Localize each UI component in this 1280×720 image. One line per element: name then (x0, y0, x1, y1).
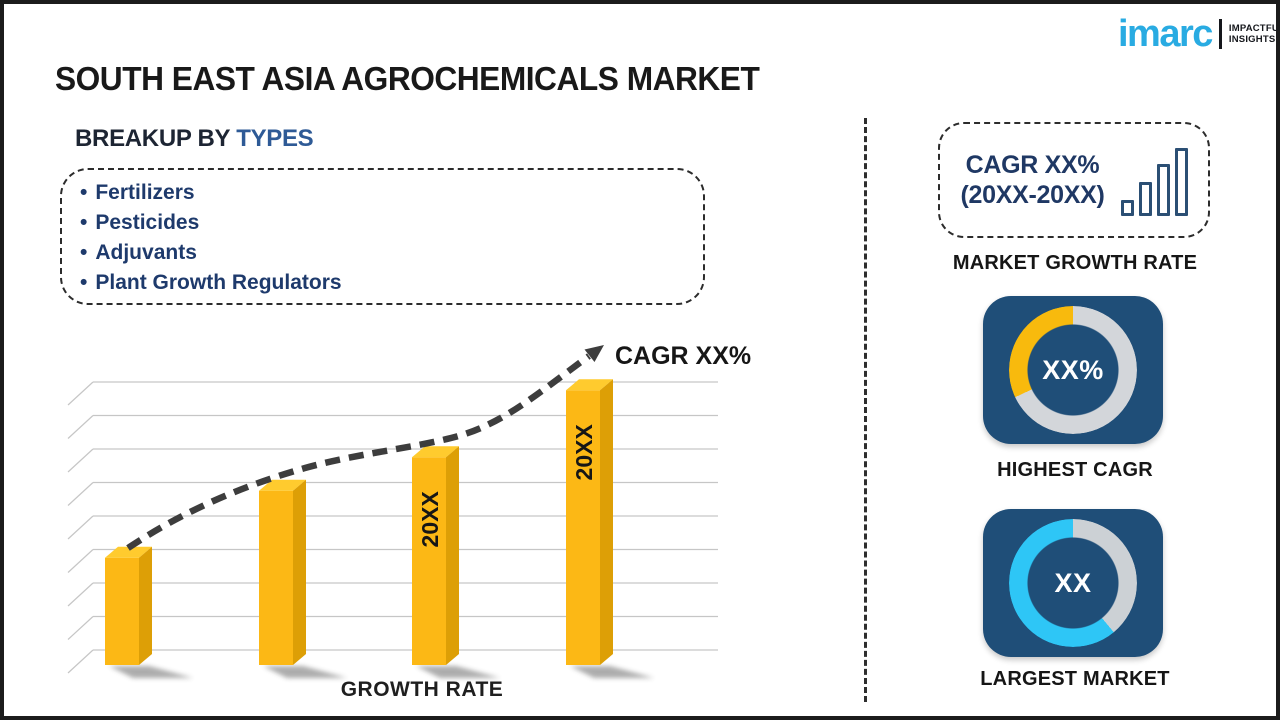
cagr-summary-box: CAGR XX% (20XX-20XX) (938, 122, 1210, 238)
cagr-value: CAGR XX% (965, 151, 1100, 179)
bar-chart-icon (1120, 144, 1188, 216)
imarc-logo-text: imarc (1118, 13, 1213, 55)
page-title: SOUTH EAST ASIA AGROCHEMICALS MARKET (55, 60, 760, 97)
breakup-list: • Fertilizers • Pesticides • Adjuvants • Plant … (80, 178, 703, 298)
highest-cagr-value: XX% (1042, 354, 1104, 385)
breakup-heading-prefix: BREAKUP BY (75, 125, 230, 152)
breakup-item: • Fertilizers (80, 181, 195, 204)
market-growth-rate-label: MARKET GROWTH RATE (952, 252, 1198, 274)
largest-market-card: XX (983, 509, 1163, 657)
highest-cagr-card: XX% (983, 296, 1163, 444)
highest-cagr-label: HIGHEST CAGR (997, 459, 1153, 481)
cagr-annotation: CAGR XX% (615, 342, 751, 370)
svg-text:20XX: 20XX (417, 491, 443, 548)
x-axis-label: GROWTH RATE (341, 678, 504, 701)
breakup-item: • Plant Growth Regulators (80, 271, 342, 294)
bullet-icon: • (80, 271, 88, 294)
highest-cagr-donut (1009, 306, 1137, 434)
breakup-item: • Pesticides (80, 211, 200, 234)
growth-bar-chart: 20XX 20XX CAGR XX% GROWTH RATE (67, 342, 751, 701)
largest-market-label: LARGEST MARKET (980, 668, 1170, 690)
logo-divider (1218, 19, 1222, 49)
bullet-icon: • (80, 241, 88, 264)
growth-rate-chart: 20XX 20XX CAGR XX% GROWTH RATE (55, 330, 755, 710)
bullet-icon: • (80, 181, 88, 204)
largest-market-donut (1009, 519, 1137, 647)
logo-tagline: IMPACTFUL INSIGHTS (1229, 23, 1280, 45)
imarc-logo: imarc IMPACTFUL INSIGHTS (1118, 13, 1280, 55)
logo-tagline-line1: IMPACTFUL (1228, 23, 1280, 34)
breakup-list-box: • Fertilizers • Pesticides • Adjuvants • Plant … (60, 168, 705, 305)
breakup-item: • Adjuvants (80, 241, 197, 264)
logo-tagline-line2: INSIGHTS (1228, 34, 1276, 45)
vertical-dashed-divider (864, 118, 867, 702)
breakup-heading: BREAKUP BY TYPES (75, 125, 314, 153)
svg-text:20XX: 20XX (571, 424, 597, 481)
cagr-period: (20XX-20XX) (960, 181, 1105, 209)
bullet-icon: • (80, 211, 88, 234)
largest-market-value: XX (1054, 567, 1092, 598)
breakup-heading-highlight: TYPES (236, 125, 314, 152)
cagr-summary-text: CAGR XX% (20XX-20XX) (961, 150, 1105, 210)
